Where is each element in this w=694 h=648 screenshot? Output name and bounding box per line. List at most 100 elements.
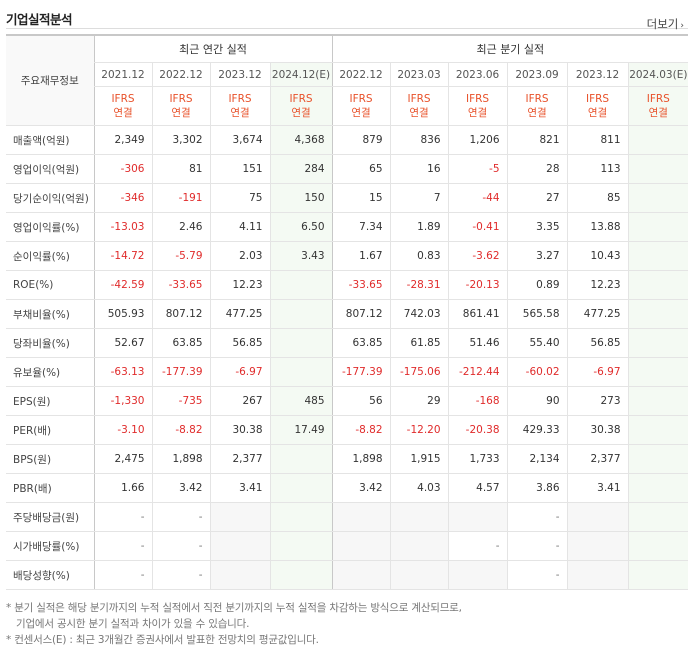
row-label: 당기순이익(억원) — [6, 183, 94, 213]
table-cell: 2.46 — [151, 212, 210, 242]
table-cell: -3.10 — [93, 415, 152, 445]
table-cell: 4,368 — [269, 125, 333, 155]
table-cell: 16 — [389, 154, 449, 184]
table-cell: 7 — [389, 183, 449, 213]
footnote-3: * 컨센서스(E) : 최근 3개월간 증권사에서 발표한 전망치의 평균값입니… — [6, 634, 319, 646]
table-cell: 12.23 — [209, 270, 270, 300]
ifrs-label: IFRS — [525, 93, 549, 105]
table-row: PBR(배) 1.66 3.42 3.41 3.42 4.03 4.57 3.86 3.41 — [6, 473, 689, 503]
table-cell: 30.38 — [566, 415, 629, 445]
table-cell: 28 — [506, 154, 568, 184]
table-cell: 27 — [506, 183, 568, 213]
row-label: BPS(원) — [6, 444, 94, 474]
consolidated-label: 연결 — [351, 107, 371, 119]
table-cell: 4.11 — [209, 212, 270, 242]
table-cell: -20.13 — [447, 270, 508, 300]
table-cell — [566, 502, 629, 532]
table-cell: 10.43 — [566, 241, 629, 271]
table-cell: -735 — [151, 386, 210, 416]
table-cell — [566, 560, 629, 590]
table-cell — [269, 531, 333, 561]
table-cell: 2,134 — [506, 444, 568, 474]
table-cell: 1,898 — [331, 444, 391, 474]
table-cell: 61.85 — [389, 328, 449, 358]
table-cell: 1,206 — [447, 125, 508, 155]
table-cell: 56.85 — [566, 328, 629, 358]
table-cell: -13.03 — [93, 212, 152, 242]
ifrs-label: IFRS — [289, 93, 313, 105]
ifrs-label: IFRS — [169, 93, 193, 105]
table-cell: -63.13 — [93, 357, 152, 387]
table-cell — [389, 502, 449, 532]
table-row: 부채비율(%) 505.93 807.12 477.25 807.12 742.03 861… — [6, 299, 689, 329]
quarterly-group-header: 최근 분기 실적 — [331, 34, 689, 63]
table-cell — [627, 299, 689, 329]
row-label: 영업이익률(%) — [6, 212, 94, 242]
table-cell — [269, 328, 333, 358]
table-cell — [209, 560, 270, 590]
financial-table: 주요재무정보 최근 연간 실적 최근 분기 실적 2021.12 2022.12 2… — [6, 34, 689, 590]
row-label: PBR(배) — [6, 473, 94, 503]
table-cell: 30.38 — [209, 415, 270, 445]
table-cell — [269, 502, 333, 532]
table-cell: 3.41 — [209, 473, 270, 503]
table-row: 당좌비율(%) 52.67 63.85 56.85 63.85 61.85 51.46 55.… — [6, 328, 689, 358]
table-cell: 85 — [566, 183, 629, 213]
period-header: 2023.06 — [447, 62, 508, 87]
table-cell: 56.85 — [209, 328, 270, 358]
table-cell — [269, 560, 333, 590]
table-cell: -8.82 — [331, 415, 391, 445]
column-header-label: 주요재무정보 — [6, 34, 94, 126]
table-cell: -1,330 — [93, 386, 152, 416]
table-cell: 17.49 — [269, 415, 333, 445]
consolidated-label: 연결 — [171, 107, 191, 119]
table-cell: -12.20 — [389, 415, 449, 445]
annual-group-header: 최근 연간 실적 — [93, 34, 333, 63]
table-cell — [566, 531, 629, 561]
table-cell: 3.42 — [331, 473, 391, 503]
table-cell — [627, 444, 689, 474]
table-cell: 51.46 — [447, 328, 508, 358]
row-label: 당좌비율(%) — [6, 328, 94, 358]
table-cell — [627, 154, 689, 184]
period-header: 2021.12 — [93, 62, 152, 87]
table-cell: -28.31 — [389, 270, 449, 300]
row-label: 배당성향(%) — [6, 560, 94, 590]
table-cell: 3,302 — [151, 125, 210, 155]
table-cell: 2,475 — [93, 444, 152, 474]
table-cell: 284 — [269, 154, 333, 184]
ifrs-label: IFRS — [585, 93, 610, 105]
row-label: 영업이익(억원) — [6, 154, 94, 184]
table-cell: -177.39 — [151, 357, 210, 387]
table-cell: -5.79 — [151, 241, 210, 271]
table-cell: 81 — [151, 154, 210, 184]
table-cell: -14.72 — [93, 241, 152, 271]
table-cell: 4.03 — [389, 473, 449, 503]
table-cell: -175.06 — [389, 357, 449, 387]
consolidated-label: 연결 — [113, 107, 133, 119]
table-cell: 477.25 — [209, 299, 270, 329]
table-cell: 429.33 — [506, 415, 568, 445]
ifrs-badge: IFRS 연결 — [389, 86, 449, 126]
table-cell — [627, 328, 689, 358]
table-cell: 3.86 — [506, 473, 568, 503]
table-cell: 1.67 — [331, 241, 391, 271]
table-row: 시가배당률(%) - - - - — [6, 531, 689, 561]
table-cell — [331, 531, 391, 561]
table-cell: 879 — [331, 125, 391, 155]
table-cell: - — [447, 531, 508, 561]
table-cell: 2.03 — [209, 241, 270, 271]
consolidated-label: 연결 — [409, 107, 429, 119]
table-cell: -0.41 — [447, 212, 508, 242]
table-cell: 6.50 — [269, 212, 333, 242]
table-cell: - — [506, 560, 568, 590]
table-cell: 63.85 — [151, 328, 210, 358]
period-header: 2023.12 — [566, 62, 629, 87]
table-cell — [331, 502, 391, 532]
table-cell: 1.89 — [389, 212, 449, 242]
ifrs-label: IFRS — [407, 93, 431, 105]
ifrs-badge: IFRS 연결 — [566, 86, 629, 126]
table-cell — [209, 502, 270, 532]
more-link[interactable]: 더보기 › — [647, 16, 684, 32]
table-row: 영업이익(억원) -306 81 151 284 65 16 -5 28 113 — [6, 154, 689, 184]
